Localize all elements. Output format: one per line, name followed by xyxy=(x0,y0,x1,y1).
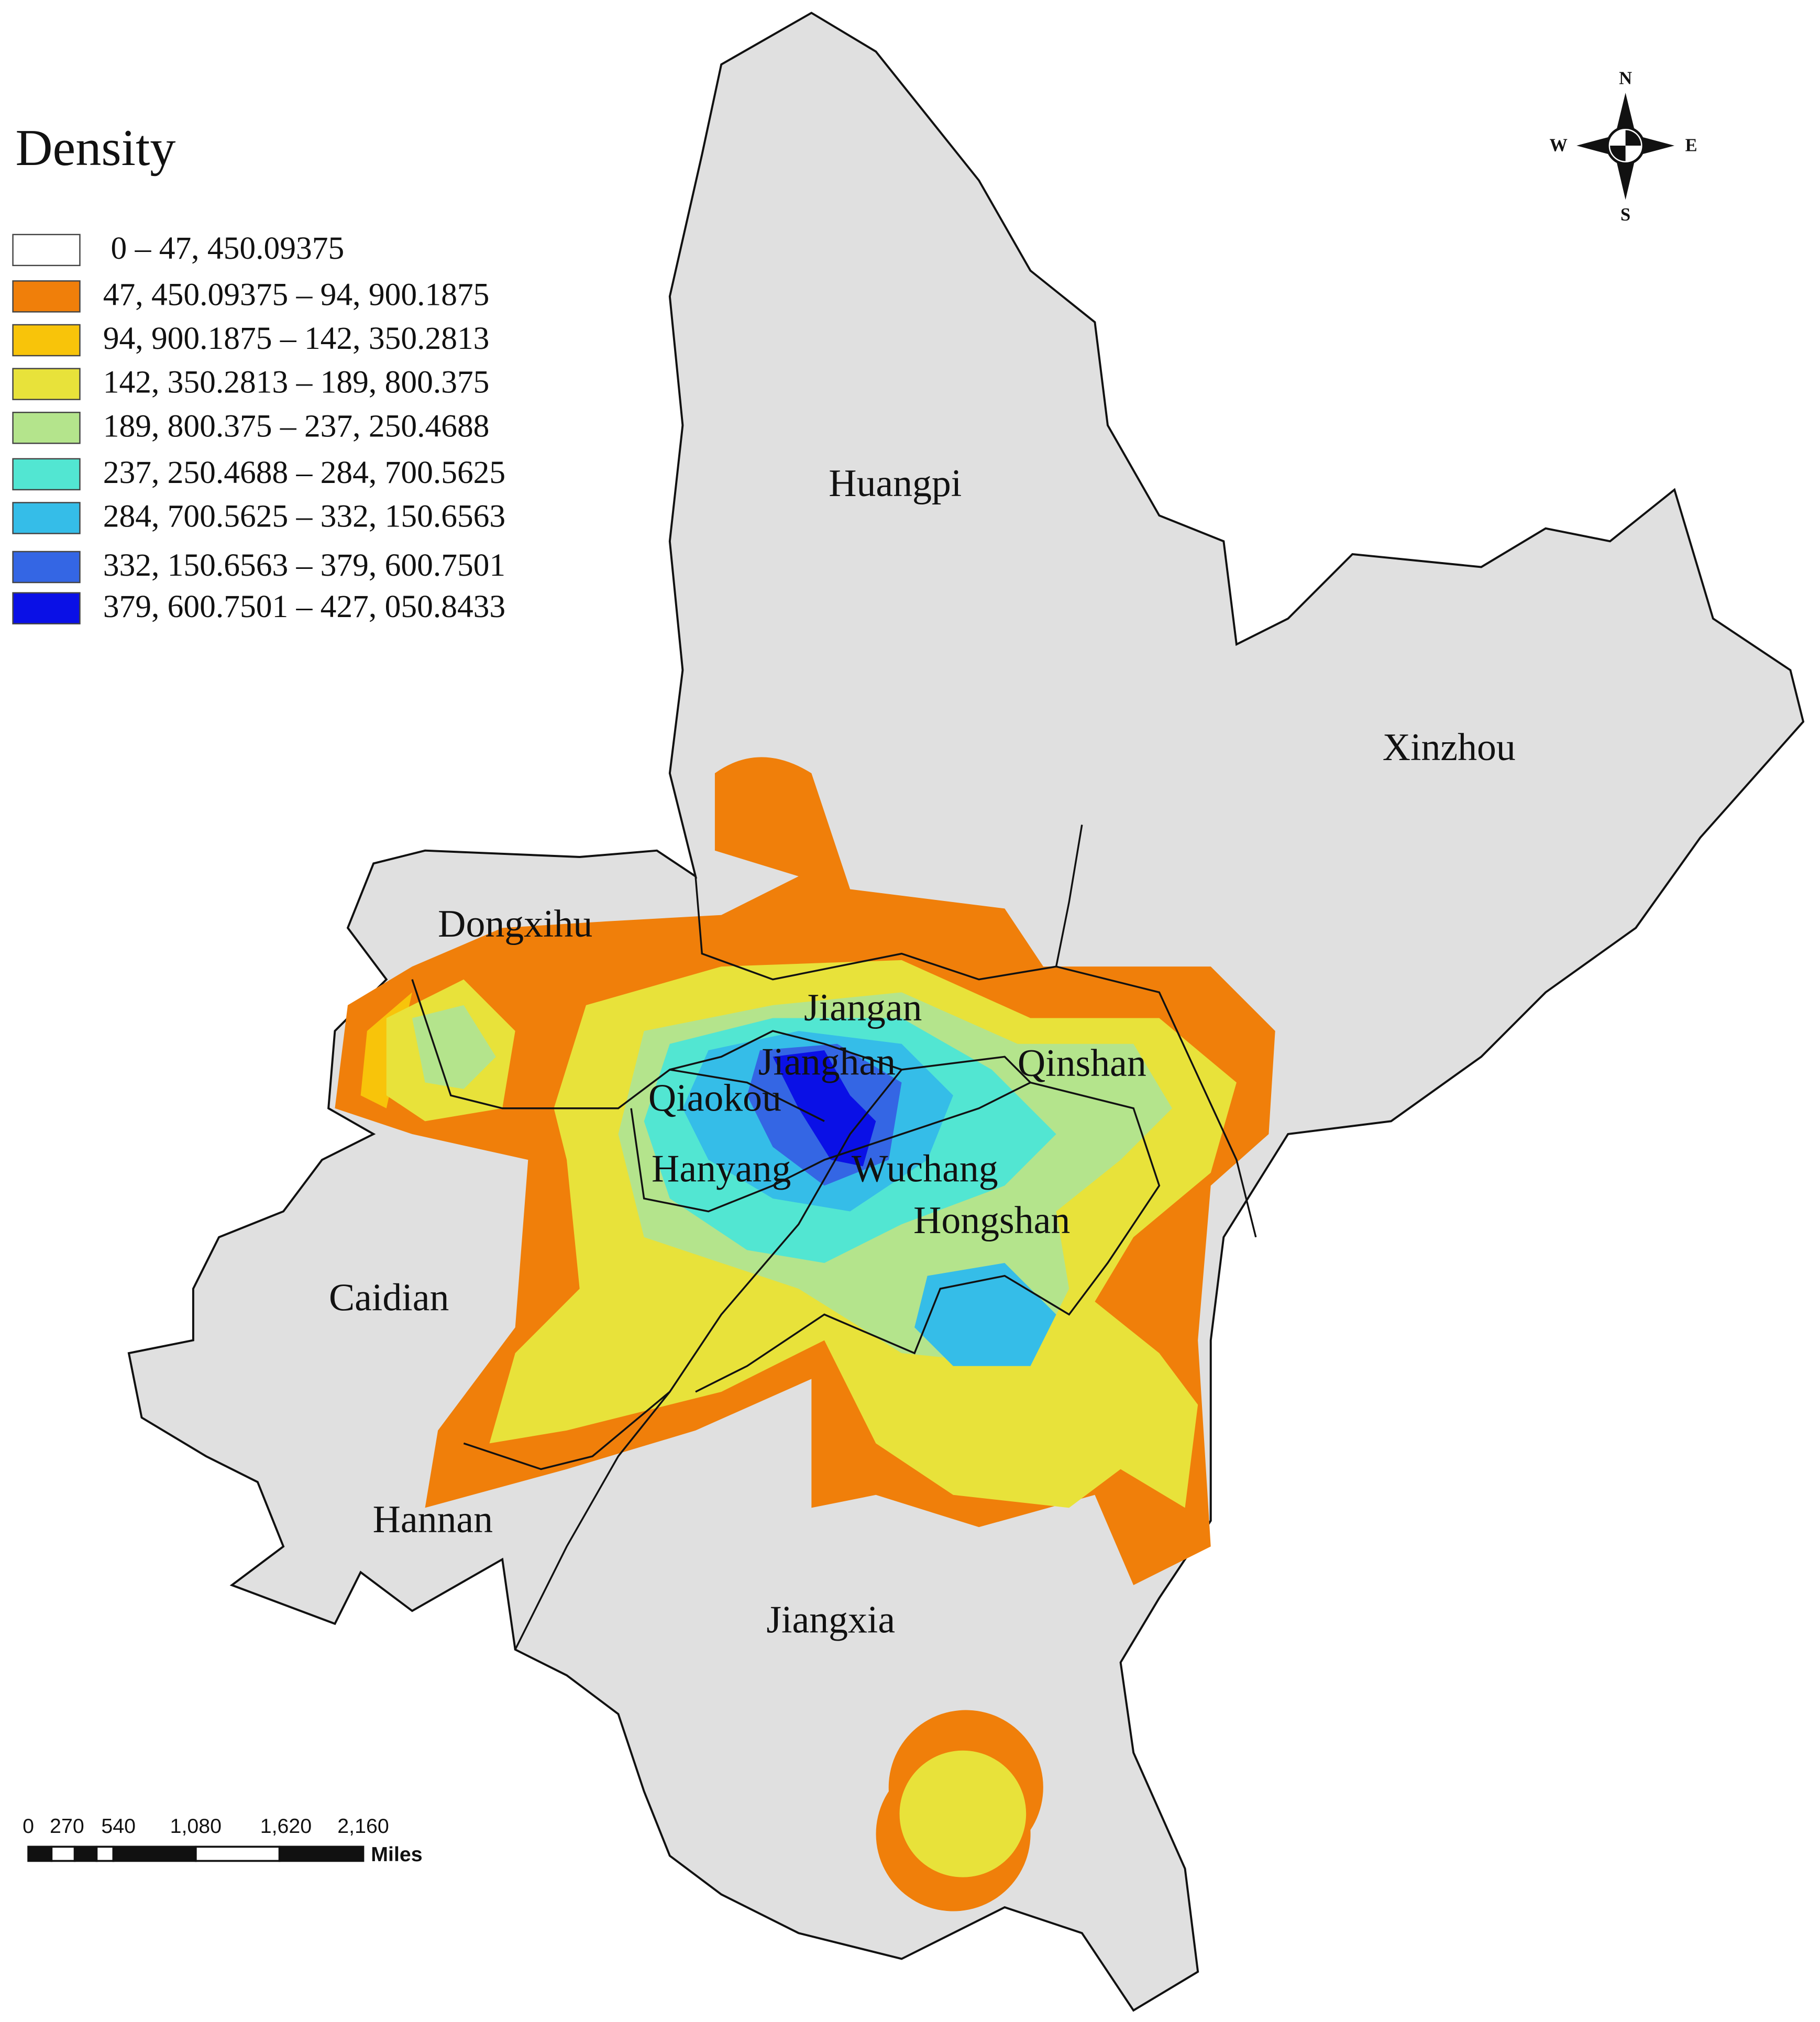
legend-label: 284, 700.5625 – 332, 150.6563 xyxy=(103,499,505,534)
scale-label: 2,160 xyxy=(337,1815,389,1838)
legend-swatch xyxy=(12,551,81,584)
legend-swatch xyxy=(12,234,81,267)
compass-letter: W xyxy=(1550,135,1568,155)
boundary xyxy=(514,1069,902,1650)
scale-unit: Miles xyxy=(371,1843,422,1866)
legend-swatch xyxy=(12,502,81,534)
scale-label: 1,620 xyxy=(260,1815,312,1838)
district-label: Hanyang xyxy=(652,1147,791,1190)
district-labels: Huangpi Xinzhou Dongxihu Jiangan Jianghan Qin… xyxy=(329,461,1516,1641)
district-label: Wuchang xyxy=(852,1147,998,1190)
boundary xyxy=(630,1081,1161,1393)
legend-label: 237, 250.4688 – 284, 700.5625 xyxy=(103,455,505,490)
scale-label: 1,080 xyxy=(170,1815,222,1838)
scale-label: 540 xyxy=(101,1815,136,1838)
district-boundaries xyxy=(411,825,1257,1650)
compass-letter: N xyxy=(1619,68,1632,88)
compass-letter: E xyxy=(1685,135,1697,155)
density-zone xyxy=(773,1050,876,1167)
density-zone xyxy=(914,1262,1056,1366)
boundary xyxy=(1055,825,1083,967)
scale-segment xyxy=(194,1845,281,1862)
district-label: Hannan xyxy=(373,1498,493,1541)
district-label: Xinzhou xyxy=(1383,726,1516,768)
legend-swatch xyxy=(12,324,81,357)
legend-label: 189, 800.375 – 237, 250.4688 xyxy=(103,408,490,444)
legend-swatch xyxy=(12,280,81,313)
density-zone xyxy=(412,1005,496,1089)
legend-label: 332, 150.6563 – 379, 600.7501 xyxy=(103,547,505,583)
scale-bar: 0 270 540 1,080 1,620 2,160 Miles xyxy=(23,1815,423,1866)
legend-label: 0 – 47, 450.09375 xyxy=(111,230,345,266)
density-zone xyxy=(899,1750,1027,1877)
scale-segment xyxy=(95,1845,115,1862)
boundary xyxy=(669,1030,1031,1083)
compass: N S W E xyxy=(1550,68,1697,225)
legend-label: 94, 900.1875 – 142, 350.2813 xyxy=(103,321,490,356)
compass-letter: S xyxy=(1620,205,1630,225)
legend-swatch xyxy=(12,592,81,624)
scale-label: 0 xyxy=(23,1815,34,1838)
district-label: Jianghan xyxy=(758,1040,896,1083)
district-label: Huangpi xyxy=(829,461,962,504)
district-label: Qiaokou xyxy=(648,1076,781,1119)
legend-label: 142, 350.2813 – 189, 800.375 xyxy=(103,365,490,400)
scale-segment xyxy=(112,1845,197,1862)
scale-segment xyxy=(73,1845,98,1862)
legend-swatch xyxy=(12,458,81,491)
district-label: Dongxihu xyxy=(438,902,592,945)
legend-title: Density xyxy=(16,119,176,177)
district-label: Qinshan xyxy=(1018,1041,1146,1084)
scale-segment xyxy=(50,1845,76,1862)
boundary xyxy=(694,876,1257,1238)
district-label: Jiangan xyxy=(804,986,922,1029)
district-label: Caidian xyxy=(329,1276,449,1319)
legend-swatch xyxy=(12,412,81,444)
district-label: Jiangxia xyxy=(766,1598,895,1641)
scale-segment xyxy=(278,1845,365,1862)
boundary xyxy=(463,1391,670,1470)
legend-label: 379, 600.7501 – 427, 050.8433 xyxy=(103,589,505,624)
boundary xyxy=(411,979,825,1122)
legend-label: 47, 450.09375 – 94, 900.1875 xyxy=(103,277,490,312)
district-label: Hongshan xyxy=(913,1199,1070,1241)
scale-label: 270 xyxy=(50,1815,84,1838)
scale-segment xyxy=(27,1845,53,1862)
legend-swatch xyxy=(12,368,81,400)
compass-center xyxy=(1610,130,1641,161)
legend: Density 0 – 47, 450.09375 47, 450.09375 – … xyxy=(12,119,505,624)
